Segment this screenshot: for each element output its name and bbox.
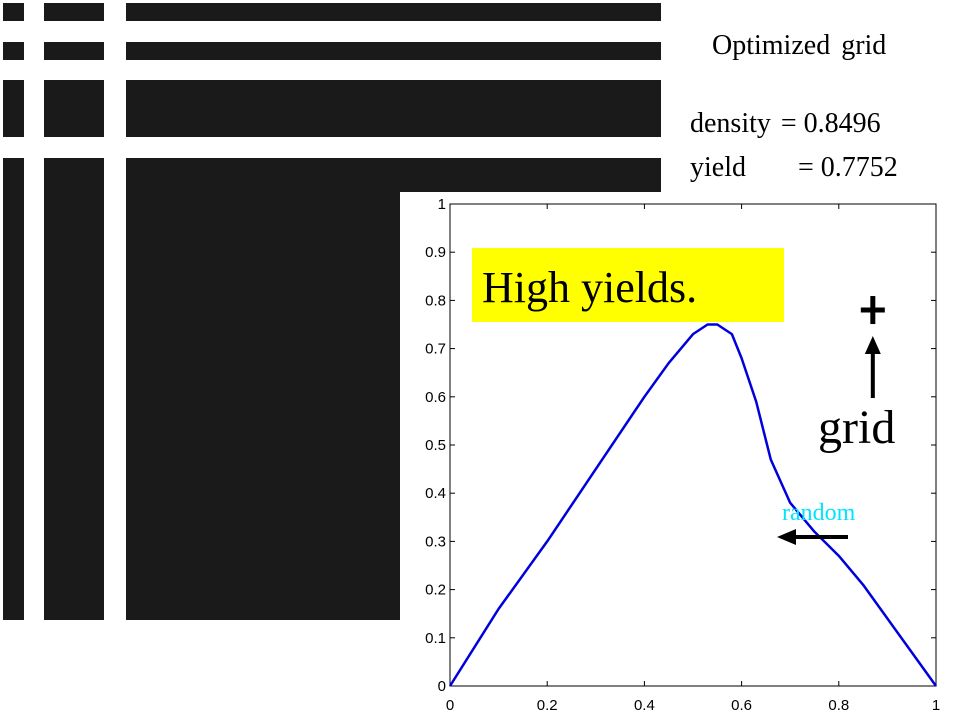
density-readout: density = 0.8496 <box>690 108 881 140</box>
density-label: density <box>690 108 771 139</box>
y-tick-label: 0.3 <box>425 533 446 550</box>
x-tick-label: 0.4 <box>634 697 655 714</box>
y-tick-label: 0.9 <box>425 244 446 261</box>
y-tick-label: 0.8 <box>425 292 446 309</box>
x-tick-label: 1 <box>932 697 940 714</box>
series-line <box>448 323 938 687</box>
x-tick-label: 0.6 <box>731 697 752 714</box>
grid-label: grid <box>818 401 896 454</box>
y-tick-label: 0 <box>438 678 446 695</box>
y-tick-label: 0.6 <box>425 389 446 406</box>
y-tick-label: 0.1 <box>425 630 446 647</box>
random-label: random <box>782 500 856 526</box>
y-tick-label: 1 <box>438 196 446 213</box>
y-tick-label: 0.4 <box>425 485 446 502</box>
grid-cell <box>126 80 661 137</box>
grid-cell <box>44 158 104 620</box>
grid-cell <box>44 3 104 21</box>
x-tick-label: 0.8 <box>828 697 849 714</box>
callout-box: High yields. <box>472 248 784 322</box>
grid-cell <box>3 42 24 60</box>
yield-chart: 0 0.2 0.4 0.6 0.8 1 0 0.1 0.2 0.3 0.4 0.5 0.6 0.7 0.8 0… <box>425 196 940 714</box>
figure-title: Optimized grid <box>712 30 887 61</box>
random-arrow-head <box>777 529 796 545</box>
y-tick-label: 0.7 <box>425 341 446 358</box>
x-tick-label: 0 <box>446 697 454 714</box>
y-tick-label: 0.5 <box>425 437 446 454</box>
density-value: = 0.8496 <box>780 108 881 139</box>
grid-cell <box>44 42 104 60</box>
yield-label: yield <box>690 152 746 183</box>
callout-text: High yields. <box>482 263 698 312</box>
grid-arrow-head <box>864 336 881 355</box>
y-tick-label: 0.2 <box>425 582 446 599</box>
grid-cell <box>126 42 661 60</box>
grid-cell <box>44 80 104 137</box>
grid-cell <box>3 80 24 137</box>
yield-readout: yield = 0.7752 <box>690 152 898 184</box>
grid-cell <box>3 3 24 21</box>
grid-cell <box>126 3 661 21</box>
x-tick-label: 0.2 <box>537 697 558 714</box>
yield-value: = 0.7752 <box>798 152 898 183</box>
grid-cell <box>3 158 24 620</box>
